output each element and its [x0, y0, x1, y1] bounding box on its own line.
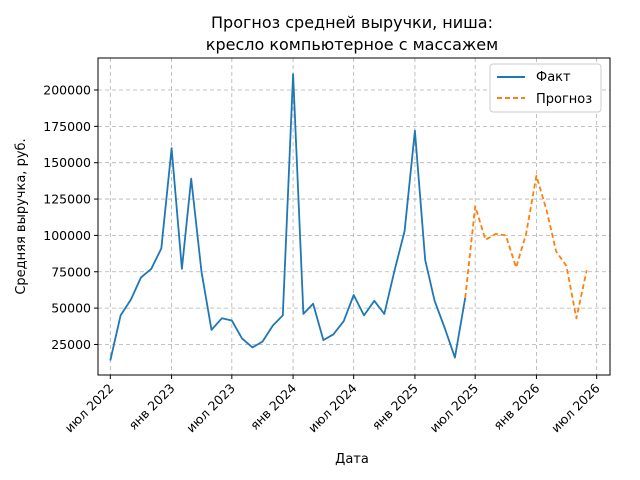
y-tick-label: 150000 [43, 155, 91, 170]
legend-label-fact: Факт [536, 70, 571, 85]
y-tick-label: 50000 [51, 301, 91, 316]
plot-series [109, 73, 588, 361]
x-axis-label: Дата [335, 452, 369, 467]
y-tick-label: 75000 [51, 264, 91, 279]
chart-title-line-2: кресло компьютерное с массажем [206, 35, 498, 54]
y-tick-label: 25000 [51, 337, 91, 352]
y-tick-label: 200000 [43, 82, 91, 97]
legend: Факт Прогноз [489, 63, 602, 113]
y-tick-label: 125000 [43, 192, 91, 207]
chart-title-line-1: Прогноз средней выручки, ниша: [211, 13, 493, 32]
series-line-fact [109, 73, 467, 361]
series-line-forecast [464, 174, 588, 320]
legend-label-forecast: Прогноз [536, 92, 592, 107]
y-tick-label: 100000 [43, 228, 91, 243]
y-axis-label: Средняя выручка, руб. [14, 138, 29, 294]
y-tick-label: 175000 [43, 119, 91, 134]
